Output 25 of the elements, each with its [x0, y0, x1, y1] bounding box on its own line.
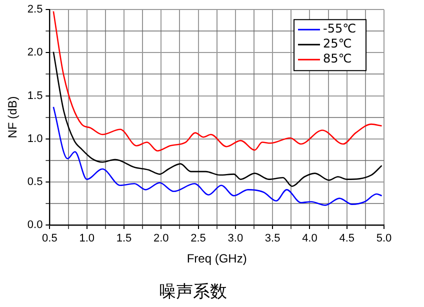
- x-axis-title: Freq (GHz): [186, 252, 247, 266]
- line-series: [52, 10, 382, 152]
- x-tick-label: 1.5: [116, 232, 132, 245]
- legend-label: -55℃: [323, 22, 356, 36]
- legend-label: 85℃: [323, 52, 352, 66]
- text: 1.0: [79, 232, 94, 245]
- legend-label: 25℃: [323, 36, 352, 51]
- x-tick-label: 3.0: [228, 232, 244, 245]
- x-tick-label: 2.0: [153, 232, 169, 245]
- y-tick-label: 0.0: [27, 219, 43, 232]
- x-tick-label: 2.5: [190, 232, 206, 245]
- x-tick-label: 4.5: [339, 232, 355, 245]
- x-tick-label: 5.0: [376, 232, 392, 245]
- x-tick-label: 3.5: [264, 232, 280, 245]
- y-tick-label: 0.5: [27, 176, 43, 188]
- y-axis-title: NF (dB): [6, 96, 20, 138]
- text: 噪声系数: [159, 282, 227, 302]
- y-tick-label: 1.0: [27, 132, 43, 145]
- y-tick-label: 1.5: [27, 90, 43, 102]
- line-series: [52, 106, 382, 206]
- line-series: [52, 51, 382, 187]
- y-tick-label: 2.5: [27, 4, 43, 16]
- y-tick-label: 2.0: [27, 46, 43, 59]
- x-tick-label: 4.0: [302, 232, 318, 245]
- x-tick-label: 0.5: [42, 232, 58, 245]
